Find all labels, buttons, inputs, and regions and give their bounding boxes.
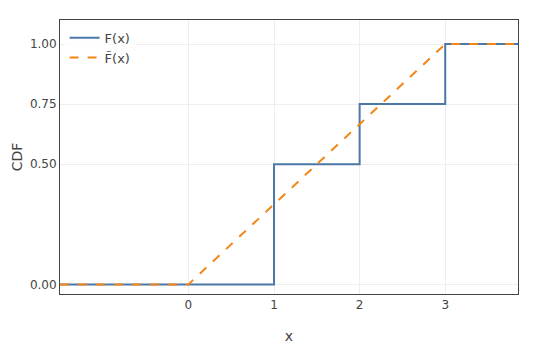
svg-text:3: 3 <box>441 298 449 312</box>
svg-text:0.00: 0.00 <box>30 278 57 292</box>
svg-text:CDF: CDF <box>9 143 25 172</box>
svg-text:0: 0 <box>185 298 193 312</box>
svg-text:F(x): F(x) <box>105 31 130 46</box>
svg-text:1: 1 <box>270 298 278 312</box>
svg-text:0.75: 0.75 <box>30 97 57 111</box>
svg-text:x: x <box>285 328 293 344</box>
svg-text:0.50: 0.50 <box>30 157 57 171</box>
svg-text:1.00: 1.00 <box>30 37 57 51</box>
svg-text:F̃(x): F̃(x) <box>105 51 130 66</box>
svg-text:2: 2 <box>356 298 364 312</box>
